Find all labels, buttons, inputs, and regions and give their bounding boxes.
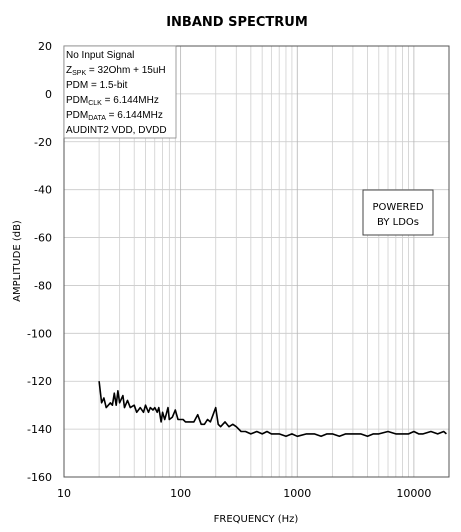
- powered-box: POWERED BY LDOs: [362, 189, 434, 236]
- annotation-line: AUDINT2 VDD, DVDD: [66, 125, 167, 136]
- series-line-0: [98, 381, 447, 438]
- y-tick-label: -140: [27, 423, 52, 436]
- powered-line-1: POWERED: [372, 202, 423, 213]
- series-group: [98, 381, 447, 438]
- x-tick-label: 10: [57, 487, 71, 500]
- annotation-line: No Input Signal: [66, 50, 134, 61]
- y-tick-label: -20: [34, 136, 52, 149]
- y-tick-label: -80: [34, 279, 52, 292]
- y-tick-label: -100: [27, 327, 52, 340]
- x-axis-ticks: 10 100 1000 10000: [57, 487, 431, 500]
- y-tick-label: 0: [45, 88, 52, 101]
- y-tick-label: 20: [38, 40, 52, 53]
- y-tick-label: -120: [27, 375, 52, 388]
- powered-box-frame: [362, 189, 434, 236]
- y-tick-label: -40: [34, 184, 52, 197]
- plot-frame: [63, 45, 450, 478]
- annotation-line: PDM = 1.5-bit: [66, 80, 128, 91]
- annotation-background: [63, 45, 177, 139]
- powered-line-2: BY LDOs: [377, 217, 419, 228]
- x-tick-label: 100: [170, 487, 191, 500]
- annotation-line: PDMCLK = 6.144MHz: [66, 95, 159, 107]
- x-tick-label: 10000: [396, 487, 431, 500]
- y-tick-label: -160: [27, 471, 52, 484]
- chart-title: INBAND SPECTRUM: [166, 15, 308, 30]
- y-tick-label: -60: [34, 232, 52, 245]
- annotation-line: ZSPK = 32Ohm + 15uH: [66, 65, 166, 77]
- y-axis-ticks: 20 0 -20 -40 -60 -80 -100 -120 -140 -160: [27, 40, 52, 484]
- settings-annotation: No Input Signal ZSPK = 32Ohm + 15uH PDM = …: [63, 45, 177, 139]
- y-axis-label: AMPLITUDE (dB): [12, 220, 23, 302]
- x-axis-label: FREQUENCY (Hz): [214, 514, 299, 525]
- annotation-line: PDMDATA = 6.144MHz: [66, 110, 163, 122]
- x-tick-label: 1000: [283, 487, 311, 500]
